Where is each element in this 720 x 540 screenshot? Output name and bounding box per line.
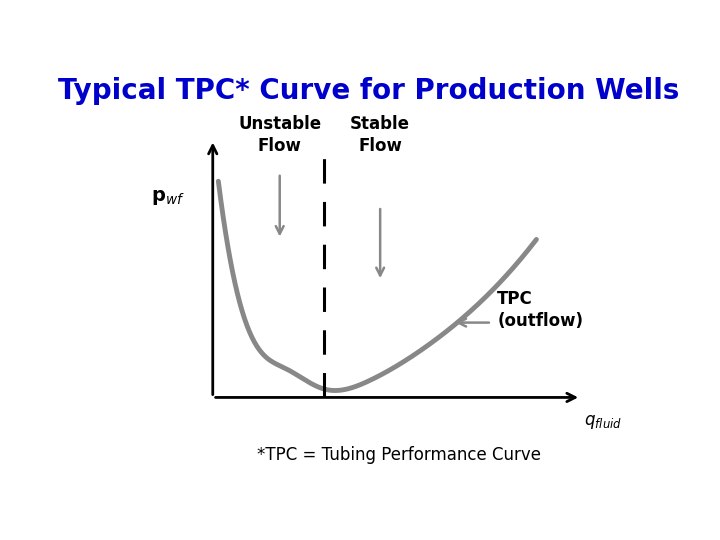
Text: p$_{wf}$: p$_{wf}$ xyxy=(151,188,185,207)
Text: *TPC = Tubing Performance Curve: *TPC = Tubing Performance Curve xyxy=(258,446,541,464)
Text: q$_{fluid}$: q$_{fluid}$ xyxy=(585,414,622,431)
Text: TPC
(outflow): TPC (outflow) xyxy=(498,290,583,330)
Text: Typical TPC* Curve for Production Wells: Typical TPC* Curve for Production Wells xyxy=(58,77,680,105)
Text: Unstable
Flow: Unstable Flow xyxy=(238,114,321,155)
Text: Stable
Flow: Stable Flow xyxy=(350,114,410,155)
